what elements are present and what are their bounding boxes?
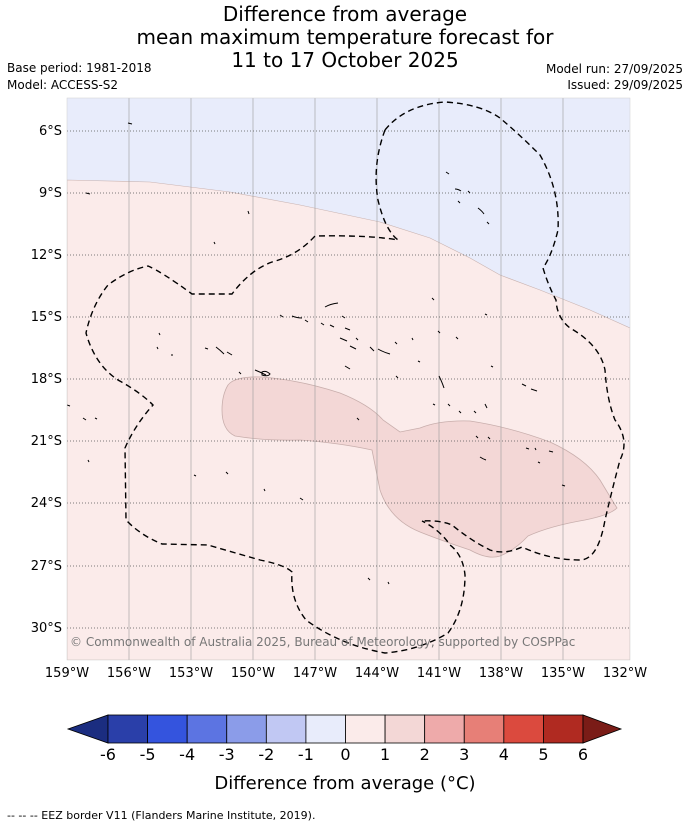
title-line-2: mean maximum temperature forecast for	[136, 25, 554, 49]
colorbar-tick-label: -3	[218, 745, 235, 764]
colorbar-tick-label: 5	[538, 745, 549, 764]
colorbar-segment	[384, 714, 426, 744]
colorbar-segment	[424, 714, 465, 744]
lon-label: 132°W	[602, 666, 648, 681]
colorbar-segment	[186, 714, 228, 744]
lon-label: 141°W	[416, 666, 462, 681]
lat-label: 6°S	[38, 124, 62, 139]
colorbar-tick-label: 0	[340, 745, 351, 764]
lon-label: 153°W	[168, 666, 214, 681]
model-run: Model run: 27/09/2025	[545, 62, 683, 76]
colorbar-tick-label: -1	[297, 745, 314, 764]
map-frame	[66, 97, 631, 661]
colorbar-tick-label: 3	[459, 745, 470, 764]
colorbar-title: Difference from average (°C)	[214, 773, 476, 794]
colorbar-tick-label: 1	[379, 745, 391, 764]
colorbar-tick-label: -4	[179, 745, 196, 764]
lat-label: 30°S	[30, 621, 62, 636]
lon-label: 144°W	[354, 666, 400, 681]
lon-label: 156°W	[106, 666, 152, 681]
colorbar-segment	[305, 714, 346, 744]
copyright-notice: © Commonwealth of Australia 2025, Bureau…	[70, 635, 576, 649]
colorbar-over-arrow	[582, 714, 623, 744]
colorbar-tick-label: -6	[100, 745, 116, 764]
lat-label: 21°S	[30, 434, 62, 449]
base-period: Base period: 1981-2018	[7, 61, 152, 75]
colorbar-tick-label: 6	[577, 745, 589, 764]
colorbar-tick-label: 4	[498, 745, 509, 764]
colorbar-tick-label: -2	[258, 745, 275, 764]
eez-legend-note: -- -- -- EEZ border V11 (Flanders Marine…	[7, 809, 316, 822]
colorbar-segment	[345, 714, 386, 744]
lon-label: 159°W	[44, 666, 90, 681]
colorbar-segment	[265, 714, 307, 744]
latitude-dotted-lines	[67, 130, 630, 629]
model-name: Model: ACCESS-S2	[7, 78, 119, 92]
colorbar-segment	[543, 714, 584, 744]
lon-label: 135°W	[540, 666, 586, 681]
colorbar-tick-label: 2	[419, 745, 430, 764]
lat-label: 27°S	[30, 559, 62, 574]
lon-label: 147°W	[292, 666, 338, 681]
title-line-3: 11 to 17 October 2025	[231, 48, 459, 72]
lon-label: 150°W	[230, 666, 276, 681]
lon-label: 138°W	[478, 666, 524, 681]
eez-border-northern	[384, 101, 625, 561]
islands	[67, 122, 566, 585]
colorbar-segment	[503, 714, 544, 744]
region-1-to-2	[221, 376, 618, 558]
map-plot-area	[67, 98, 630, 660]
lat-label: 24°S	[30, 496, 62, 511]
colorbar-segment	[226, 714, 267, 744]
colorbar-segment	[107, 714, 148, 744]
lat-label: 18°S	[30, 372, 62, 387]
lat-label: 12°S	[30, 248, 62, 263]
lat-label: 15°S	[30, 310, 62, 325]
eez-border-central	[85, 129, 466, 654]
colorbar-segment	[463, 714, 505, 744]
colorbar-tick-label: -5	[139, 745, 156, 764]
issued-date: Issued: 29/09/2025	[567, 78, 683, 92]
colorbar-under-arrow	[66, 714, 109, 744]
title-line-1: Difference from average	[222, 2, 468, 26]
colorbar	[66, 714, 623, 744]
lat-label: 9°S	[38, 186, 62, 201]
colorbar-segment	[147, 714, 188, 744]
